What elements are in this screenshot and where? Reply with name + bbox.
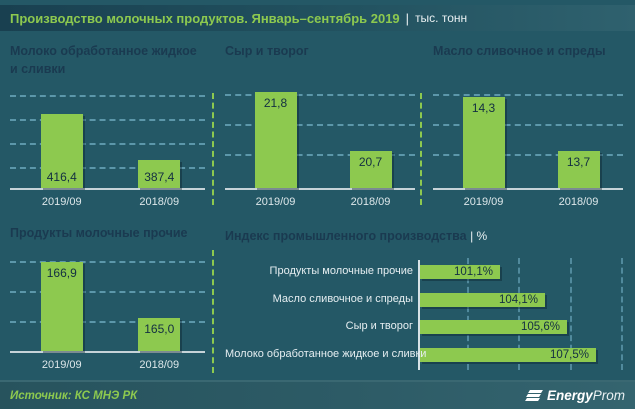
- x-tick-label: 2019/09: [463, 196, 504, 208]
- gridline: [10, 321, 205, 323]
- x-tick-label: 2018/09: [350, 196, 391, 208]
- chart-plot: 166,9 2019/09 165,0 2018/09: [10, 259, 205, 371]
- bar-value-label: 13,7: [566, 155, 591, 169]
- page-title: Производство молочных продуктов. Январь–…: [10, 10, 400, 26]
- chart-title: Продукты молочные прочие: [10, 224, 205, 242]
- x-tick-label: 2019/09: [255, 196, 296, 208]
- gridline: [10, 95, 205, 97]
- title-separator: |: [405, 10, 410, 26]
- chart-plot: 101,1% 104,1% 105,6% 107,5%: [418, 258, 624, 370]
- footer-bar: Источник: КС МНЭ РК EnergyProm: [0, 380, 635, 409]
- bar-value-label: 166,9: [46, 266, 77, 280]
- bar-value-label: 107,5%: [549, 349, 589, 361]
- gridline: [433, 124, 623, 126]
- x-tick-label: 2018/09: [139, 359, 180, 371]
- chart-title: Сыр и творог: [225, 42, 415, 60]
- gridline: [10, 167, 205, 169]
- chart-title-text: Индекс промышленного производства: [225, 229, 467, 243]
- bar: 21,8: [254, 92, 297, 188]
- energyprom-logo: EnergyProm: [525, 388, 625, 403]
- bar: 107,5%: [420, 348, 596, 362]
- chart-plot: 14,3 2019/09 13,7 2018/09: [433, 92, 623, 208]
- chart-title-line: Масло сливочное и спреды: [433, 44, 606, 58]
- chart-milk-processed: Молоко обработанное жидкое и сливки 416,4…: [10, 42, 205, 218]
- bar: 165,0: [138, 318, 181, 351]
- energyprom-wordmark: EnergyProm: [546, 388, 625, 403]
- gridline: [10, 291, 205, 293]
- gridline: [10, 119, 205, 121]
- gridline: [10, 143, 205, 145]
- x-axis-line: [10, 188, 205, 190]
- column-separator-line: [212, 93, 214, 205]
- chart-title: Масло сливочное и спреды: [433, 42, 623, 60]
- x-axis-line: [225, 188, 415, 190]
- header-bar: Производство молочных продуктов. Январь–…: [0, 5, 635, 31]
- chart-industrial-production-index: Индекс промышленного производства | % 10…: [225, 224, 627, 374]
- bar-value-label: 20,7: [358, 155, 383, 169]
- gridline: [518, 258, 520, 370]
- gridline: [433, 94, 623, 96]
- x-tick-label: 2018/09: [139, 196, 180, 208]
- chart-title-line: Молоко обработанное жидкое: [10, 44, 197, 58]
- bar-value-label: 14,3: [471, 101, 496, 115]
- gridline: [467, 258, 469, 370]
- gridline: [10, 261, 205, 263]
- x-tick-label: 2019/09: [41, 196, 82, 208]
- bar-value-label: 387,4: [144, 170, 175, 184]
- bar: 166,9: [40, 262, 83, 351]
- x-tick-label: 2019/09: [41, 359, 82, 371]
- bar: 101,1%: [420, 265, 500, 279]
- chart-title-line: Продукты молочные прочие: [10, 226, 188, 240]
- gridline: [225, 154, 415, 156]
- x-axis-line: [10, 351, 205, 353]
- category-label: Молоко обработанное жидкое и сливки: [225, 348, 427, 360]
- gridline: [570, 258, 572, 370]
- bar: 14,3: [462, 97, 505, 188]
- column-separator-line: [212, 250, 214, 373]
- bar: 13,7: [557, 151, 600, 188]
- x-axis-line: [433, 188, 623, 190]
- bar: 105,6%: [420, 320, 567, 334]
- bar-value-label: 416,4: [46, 170, 77, 184]
- chart-title-unit: | %: [470, 229, 488, 243]
- chart-butter-spreads: Масло сливочное и спреды 14,3 2019/09 13,7…: [433, 42, 623, 218]
- gridline: [433, 154, 623, 156]
- gridline: [621, 258, 623, 370]
- chart-title-line: Сыр и творог: [225, 44, 309, 58]
- column-separator-line: [420, 93, 422, 205]
- units-label: тыс. тонн: [415, 11, 468, 25]
- gridline: [225, 124, 415, 126]
- bar-value-label: 104,1%: [498, 294, 538, 306]
- bar-value-label: 21,8: [263, 96, 288, 110]
- chart-title: Молоко обработанное жидкое и сливки: [10, 42, 205, 78]
- chart-plot: 21,8 2019/09 20,7 2018/09: [225, 92, 415, 208]
- bar-value-label: 101,1%: [453, 266, 493, 278]
- gridline: [225, 94, 415, 96]
- y-axis-line: [418, 260, 420, 370]
- bar-value-label: 105,6%: [520, 321, 560, 333]
- chart-title-line: и сливки: [10, 62, 66, 76]
- chart-title: Индекс промышленного производства | %: [225, 227, 627, 245]
- bar: 20,7: [349, 151, 392, 188]
- source-text: Источник: КС МНЭ РК: [10, 389, 138, 402]
- chart-cheese-curd: Сыр и творог 21,8 2019/09 20,7 2018/09: [225, 42, 415, 218]
- bar: 104,1%: [420, 293, 545, 307]
- x-tick-label: 2018/09: [558, 196, 599, 208]
- bar: 387,4: [138, 160, 181, 188]
- energyprom-bars-icon: [525, 390, 543, 401]
- bar-value-label: 165,0: [144, 322, 175, 336]
- bar: 416,4: [40, 114, 83, 188]
- chart-plot: 416,4 2019/09 387,4 2018/09: [10, 92, 205, 208]
- category-label: Масло сливочное и спреды: [272, 293, 413, 305]
- category-label: Сыр и творог: [345, 320, 413, 332]
- category-label: Продукты молочные прочие: [269, 265, 413, 277]
- chart-other-dairy: Продукты молочные прочие 166,9 2019/09 165…: [10, 224, 205, 374]
